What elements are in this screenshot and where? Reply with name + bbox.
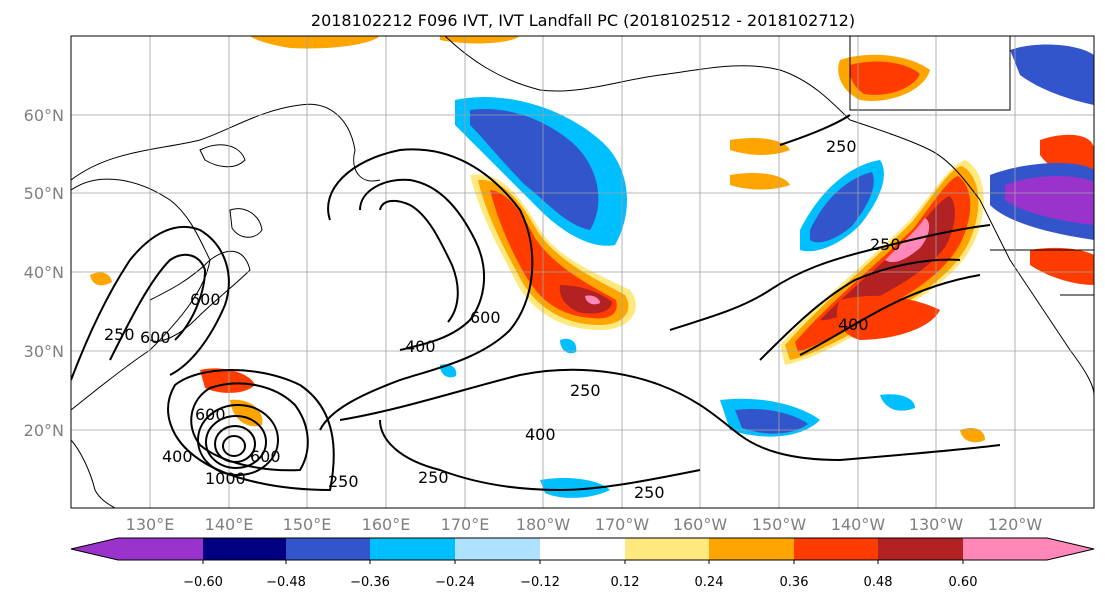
lon-label: 140°E bbox=[205, 515, 254, 534]
latitude-labels: 60°N 50°N 40°N 30°N 20°N bbox=[24, 106, 64, 440]
lon-label: 140°W bbox=[831, 515, 886, 534]
colorbar-tick-label: −0.48 bbox=[266, 575, 306, 590]
contour-label: 400 bbox=[525, 425, 556, 444]
lon-label: 130°E bbox=[126, 515, 175, 534]
contour-label: 600 bbox=[190, 290, 221, 309]
colorbar-tick-label: 0.12 bbox=[611, 575, 640, 590]
colorbar-segment bbox=[203, 538, 286, 560]
colorbar-segment bbox=[878, 538, 963, 560]
colorbar-segment bbox=[370, 538, 455, 560]
lon-label: 170°E bbox=[441, 515, 490, 534]
colorbar-segment bbox=[286, 538, 370, 560]
contour-label: 1000 bbox=[205, 469, 246, 488]
lon-label: 130°W bbox=[909, 515, 964, 534]
colorbar-tick-label: 0.36 bbox=[780, 575, 809, 590]
colorbar-extend-high bbox=[1047, 538, 1094, 560]
colorbar-tick-labels: −0.60 −0.48 −0.36 −0.24 −0.12 0.12 0.24 … bbox=[183, 575, 977, 590]
colorbar-segment bbox=[963, 538, 1047, 560]
colorbar-segment bbox=[455, 538, 540, 560]
ivt-contours bbox=[71, 114, 1001, 492]
lon-label: 150°E bbox=[283, 515, 332, 534]
contour-label: 250 bbox=[570, 381, 601, 400]
lat-label: 50°N bbox=[24, 184, 64, 203]
contour-label: 600 bbox=[250, 447, 281, 466]
contour-label: 250 bbox=[104, 325, 135, 344]
contour-label: 250 bbox=[826, 137, 857, 156]
lon-label: 160°E bbox=[362, 515, 411, 534]
contour-label: 600 bbox=[470, 308, 501, 327]
colorbar-tick-label: −0.12 bbox=[520, 575, 560, 590]
contour-label: 400 bbox=[162, 447, 193, 466]
colorbar bbox=[70, 537, 1095, 564]
lon-label: 170°W bbox=[595, 515, 650, 534]
colorbar-segment bbox=[118, 538, 203, 560]
lat-label: 40°N bbox=[24, 263, 64, 282]
colorbar-segment bbox=[794, 538, 878, 560]
colorbar-tick-label: 0.60 bbox=[949, 575, 978, 590]
longitude-labels: 130°E 140°E 150°E 160°E 170°E 180°W 170°… bbox=[126, 515, 1043, 534]
colorbar-extend-low bbox=[71, 538, 118, 560]
lat-label: 20°N bbox=[24, 421, 64, 440]
contour-label: 600 bbox=[195, 405, 226, 424]
lon-label: 180°W bbox=[516, 515, 571, 534]
contour-label: 600 bbox=[140, 328, 171, 347]
colorbar-tick-label: −0.36 bbox=[350, 575, 390, 590]
lat-label: 60°N bbox=[24, 106, 64, 125]
contour-label: 400 bbox=[838, 315, 869, 334]
colorbar-tick-label: −0.24 bbox=[435, 575, 475, 590]
contour-label: 250 bbox=[418, 468, 449, 487]
map-title: 2018102212 F096 IVT, IVT Landfall PC (20… bbox=[311, 11, 855, 30]
colorbar-segment bbox=[625, 538, 709, 560]
colorbar-segment bbox=[709, 538, 794, 560]
contour-label: 250 bbox=[870, 235, 901, 254]
lon-label: 160°W bbox=[673, 515, 728, 534]
coastlines bbox=[71, 36, 1094, 508]
contour-label: 250 bbox=[328, 472, 359, 491]
contour-labels: 250 250 250 250 250 250 400 400 400 400 … bbox=[104, 137, 901, 502]
lat-label: 30°N bbox=[24, 342, 64, 361]
map-frame bbox=[70, 35, 1095, 509]
colorbar-tick-label: −0.60 bbox=[183, 575, 223, 590]
colorbar-segment bbox=[540, 538, 625, 560]
colorbar-outline bbox=[70, 537, 1095, 561]
lon-label: 120°W bbox=[988, 515, 1043, 534]
colorbar-tick-label: 0.24 bbox=[695, 575, 724, 590]
lon-label: 150°W bbox=[752, 515, 807, 534]
colorbar-tick-label: 0.48 bbox=[864, 575, 893, 590]
contour-label: 400 bbox=[405, 337, 436, 356]
map-area: 250 250 250 250 250 250 400 400 400 400 … bbox=[71, 36, 1094, 508]
contour-label: 250 bbox=[634, 483, 665, 502]
gridlines bbox=[71, 36, 1094, 508]
ivt-shading bbox=[90, 36, 1094, 498]
